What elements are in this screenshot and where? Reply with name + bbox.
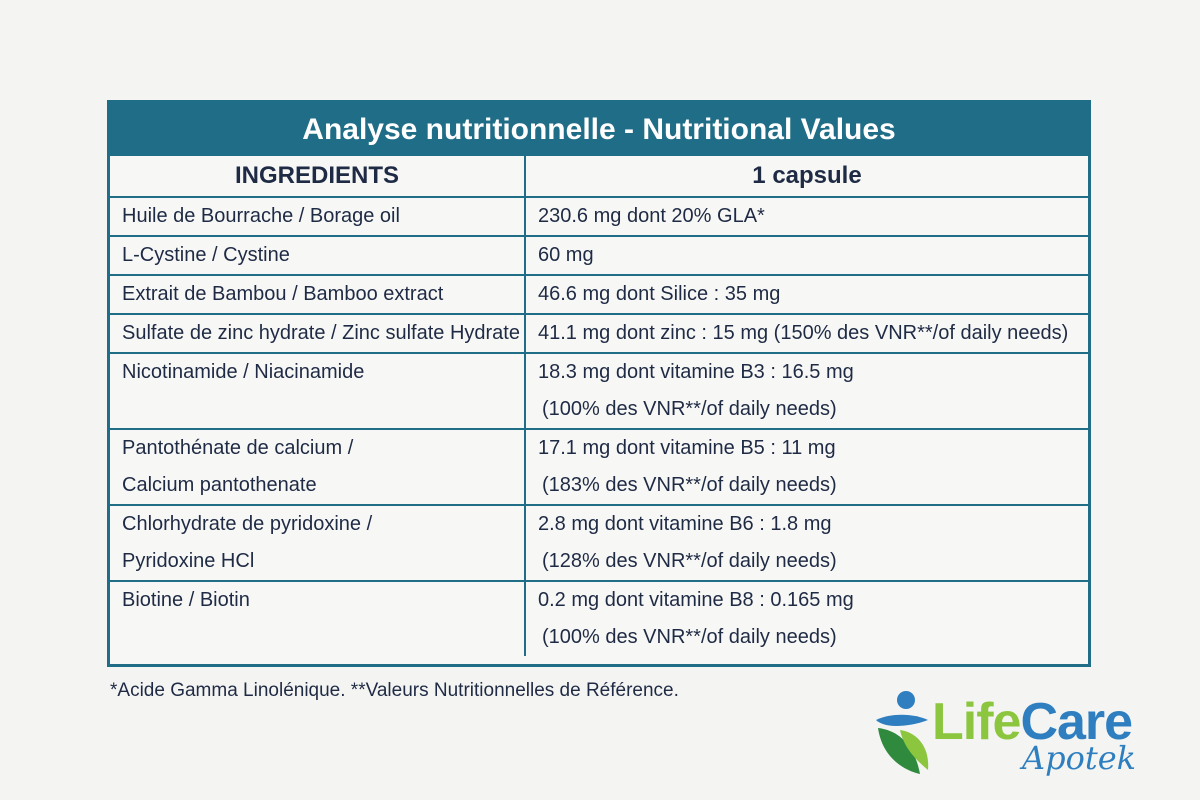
ingredient-cell: Huile de Bourrache / Borage oil <box>110 196 526 237</box>
ingredients-header: INGREDIENTS <box>110 156 526 198</box>
nutrition-table-panel: Analyse nutritionnelle - Nutritional Val… <box>107 100 1091 667</box>
amount-line: 17.1 mg dont vitamine B5 : 11 mg <box>538 437 836 459</box>
amount-cell: 230.6 mg dont 20% GLA* <box>524 196 1088 237</box>
amount-cell: 46.6 mg dont Silice : 35 mg <box>524 274 1088 315</box>
table-row: Pantothénate de calcium / Calcium pantot… <box>110 428 1088 506</box>
table-header-row: INGREDIENTS 1 capsule <box>110 156 1088 198</box>
amount-cell: 2.8 mg dont vitamine B6 : 1.8 mg (128% d… <box>524 504 1088 582</box>
amount-cell: 17.1 mg dont vitamine B5 : 11 mg (183% d… <box>524 428 1088 506</box>
amount-line: 2.8 mg dont vitamine B6 : 1.8 mg <box>538 513 832 535</box>
logo-life: Life <box>932 693 1021 751</box>
nutrition-table: INGREDIENTS 1 capsule Huile de Bourrache… <box>110 156 1088 656</box>
ingredient-cell: Biotine / Biotin <box>110 580 526 656</box>
amount-daily-line: (183% des VNR**/of daily needs) <box>542 474 837 496</box>
amount-cell: 0.2 mg dont vitamine B8 : 0.165 mg (100%… <box>524 580 1088 656</box>
amount-daily-line: (100% des VNR**/of daily needs) <box>542 626 837 648</box>
amount-line: 0.2 mg dont vitamine B8 : 0.165 mg <box>538 589 854 611</box>
ingredient-line: Pyridoxine HCl <box>122 550 255 572</box>
footnote: *Acide Gamma Linolénique. **Valeurs Nutr… <box>110 680 679 701</box>
capsule-header: 1 capsule <box>524 156 1088 198</box>
amount-cell: 60 mg <box>524 235 1088 276</box>
logo-wordmark: LifeCare <box>932 693 1133 751</box>
table-row: Chlorhydrate de pyridoxine / Pyridoxine … <box>110 504 1088 582</box>
table-row: Nicotinamide / Niacinamide 18.3 mg dont … <box>110 352 1088 430</box>
ingredient-cell: Sulfate de zinc hydrate / Zinc sulfate H… <box>110 313 526 354</box>
ingredient-cell: Nicotinamide / Niacinamide <box>110 352 526 430</box>
table-row: Sulfate de zinc hydrate / Zinc sulfate H… <box>110 313 1088 354</box>
ingredient-cell: L-Cystine / Cystine <box>110 235 526 276</box>
lifecare-logo: LifeCare Apotek <box>872 690 1162 778</box>
ingredient-line: Chlorhydrate de pyridoxine / <box>122 513 373 535</box>
ingredient-line: Pantothénate de calcium / <box>122 437 354 459</box>
ingredient-line: Nicotinamide / Niacinamide <box>122 361 365 383</box>
amount-daily-line: (128% des VNR**/of daily needs) <box>542 550 837 572</box>
table-row: Biotine / Biotin 0.2 mg dont vitamine B8… <box>110 580 1088 656</box>
leaf-person-icon <box>876 691 929 774</box>
ingredient-cell: Chlorhydrate de pyridoxine / Pyridoxine … <box>110 504 526 582</box>
table-row: Huile de Bourrache / Borage oil 230.6 mg… <box>110 196 1088 237</box>
amount-line: 18.3 mg dont vitamine B3 : 16.5 mg <box>538 361 854 383</box>
table-title: Analyse nutritionnelle - Nutritional Val… <box>110 103 1088 156</box>
table-row: L-Cystine / Cystine 60 mg <box>110 235 1088 276</box>
table-row: Extrait de Bambou / Bamboo extract 46.6 … <box>110 274 1088 315</box>
ingredient-line: Calcium pantothenate <box>122 474 317 496</box>
logo-care: Care <box>1020 693 1133 751</box>
logo-subtitle: Apotek <box>1022 739 1137 777</box>
ingredient-cell: Pantothénate de calcium / Calcium pantot… <box>110 428 526 506</box>
amount-cell: 18.3 mg dont vitamine B3 : 16.5 mg (100%… <box>524 352 1088 430</box>
ingredient-cell: Extrait de Bambou / Bamboo extract <box>110 274 526 315</box>
amount-daily-line: (100% des VNR**/of daily needs) <box>542 398 837 420</box>
amount-cell: 41.1 mg dont zinc : 15 mg (150% des VNR*… <box>524 313 1088 354</box>
ingredient-line: Biotine / Biotin <box>122 589 250 611</box>
